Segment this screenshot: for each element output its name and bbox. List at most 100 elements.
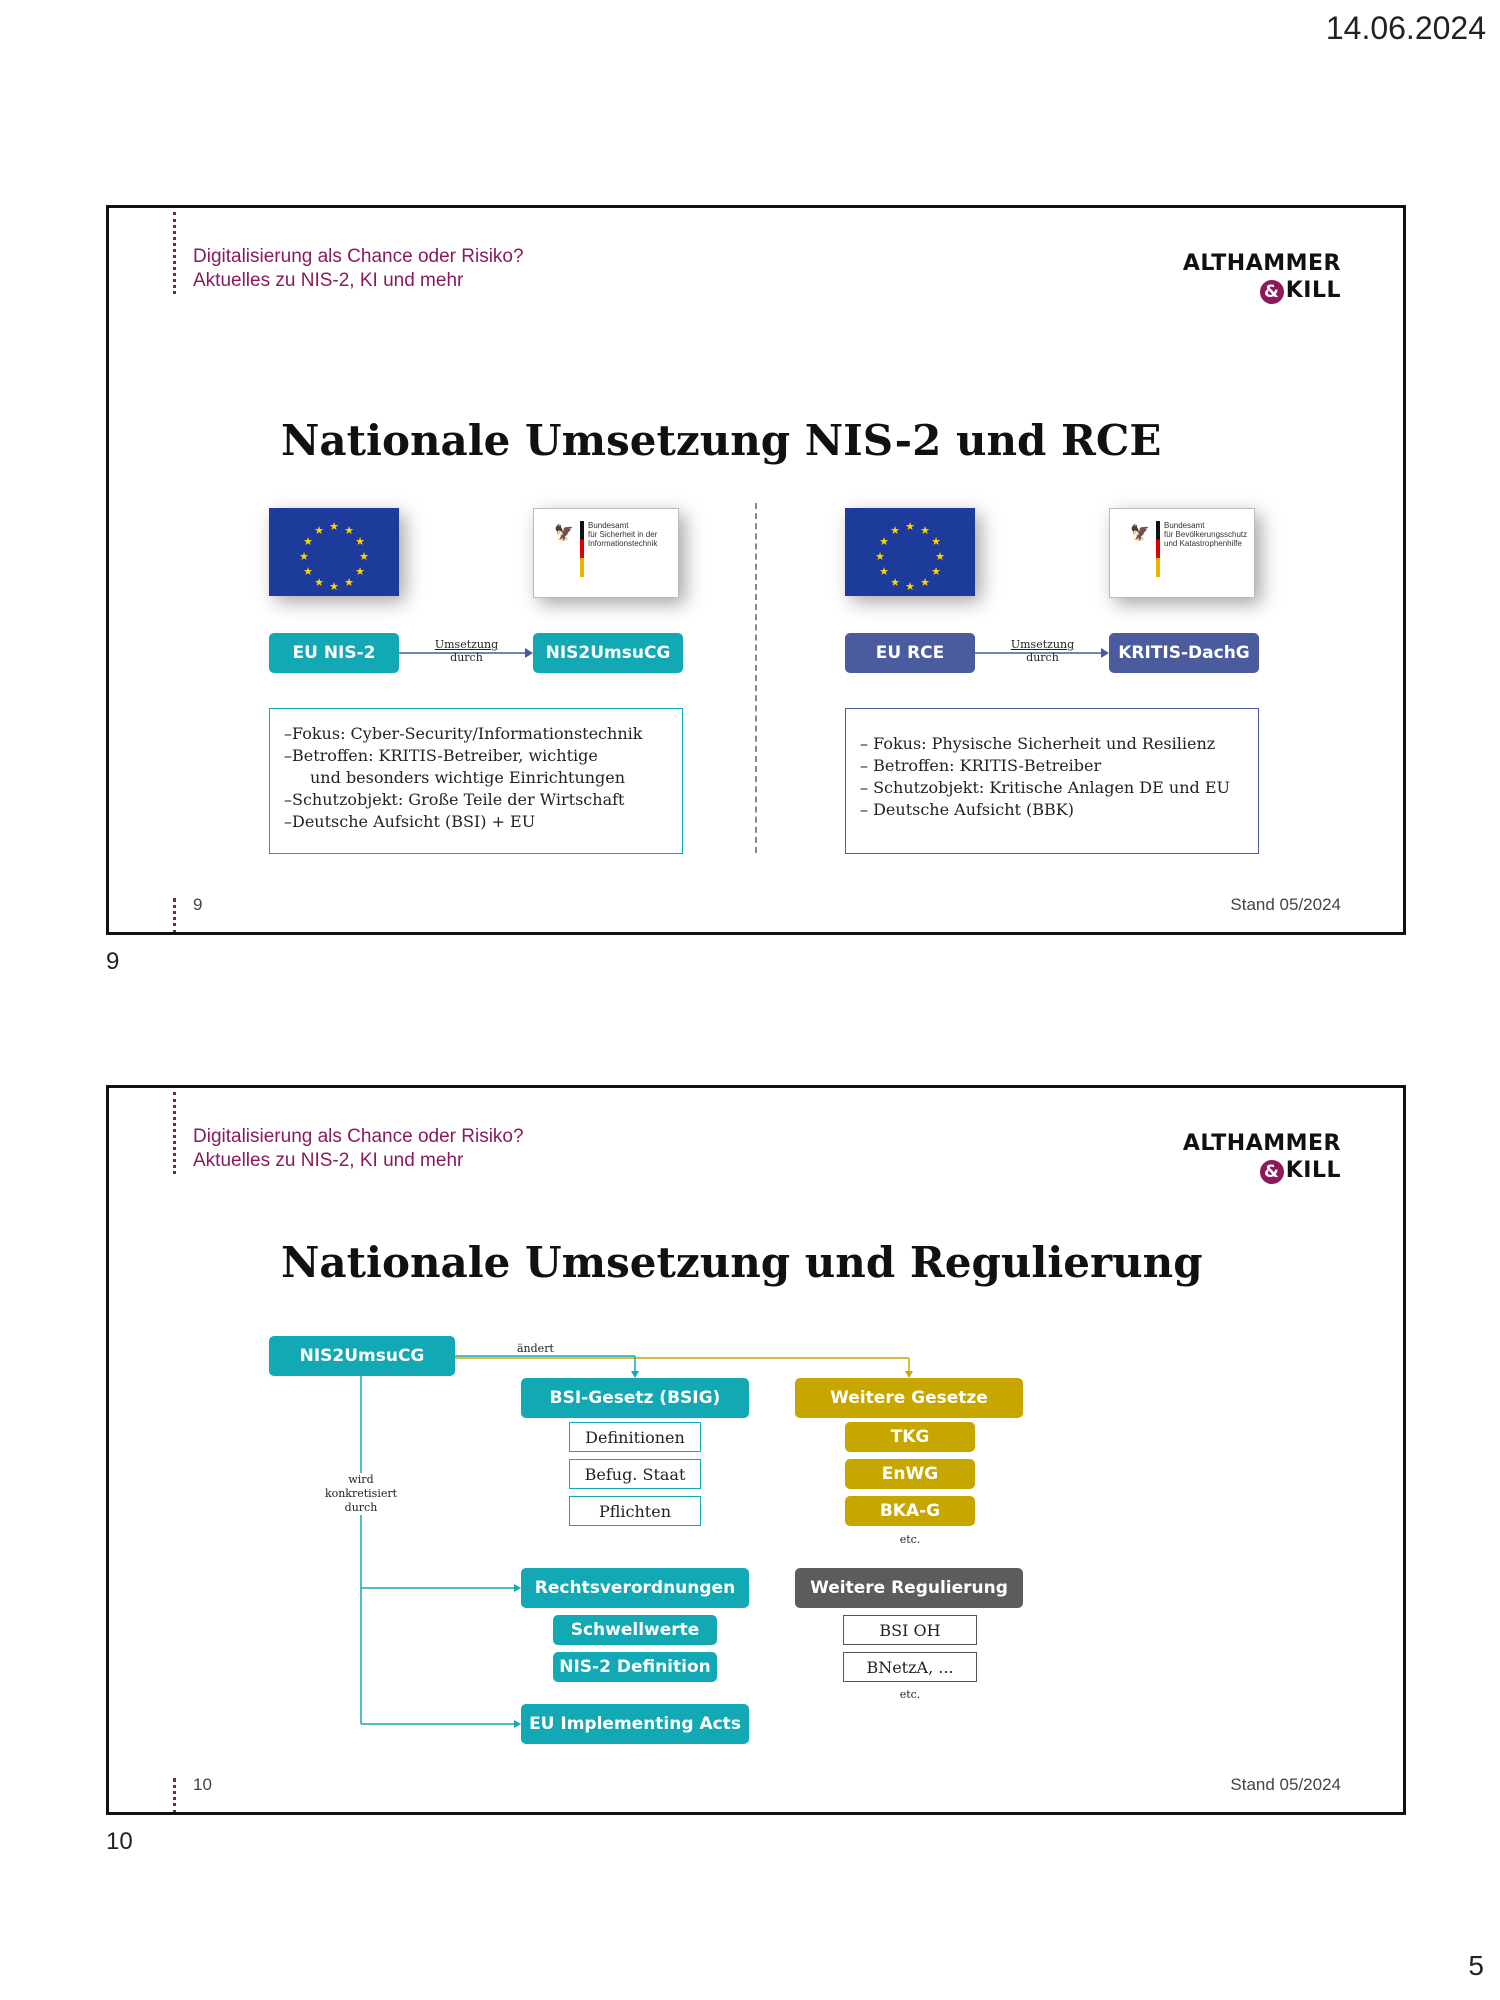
diagram-connectors <box>360 1355 913 1728</box>
eu-implementing-acts-box: EU Implementing Acts <box>521 1704 749 1744</box>
rv-nis2-definition: NIS-2 Definition <box>553 1652 717 1682</box>
svg-text:★: ★ <box>314 524 324 537</box>
german-flag-bar <box>1156 521 1160 577</box>
svg-text:★: ★ <box>931 535 941 548</box>
logo-ampersand: & <box>1259 1160 1284 1184</box>
bbk-logo: 🦅 Bundesamt für Bevölkerungsschutz und K… <box>1109 508 1255 598</box>
eu-flag-icon: ★ ★ ★ ★ ★ ★ ★ ★ ★ ★ ★ ★ <box>845 508 975 596</box>
slide-title: Nationale Umsetzung NIS-2 und RCE <box>281 416 1162 465</box>
etc-gesetze: etc. <box>899 1533 921 1546</box>
svg-text:★: ★ <box>329 520 339 533</box>
weitere-gesetze-box: Weitere Gesetze <box>795 1378 1023 1418</box>
svg-text:★: ★ <box>303 535 313 548</box>
logo-line-2: KILL <box>1285 278 1341 303</box>
bbk-logo-text: Bundesamt für Bevölkerungsschutz und Kat… <box>1164 521 1248 548</box>
svg-text:★: ★ <box>920 524 930 537</box>
arrow-icon <box>399 648 533 658</box>
left-bullet-3: und besonders wichtige Einrichtungen <box>310 768 626 787</box>
subtitle-line-1: Digitalisierung als Chance oder Risiko? <box>193 246 524 267</box>
weitere-regulierung-box: Weitere Regulierung <box>795 1568 1023 1608</box>
bsig-box: BSI-Gesetz (BSIG) <box>521 1378 749 1418</box>
logo: ALTHAMMER & KILL <box>1183 250 1341 304</box>
logo-line-1: ALTHAMMER <box>1182 251 1341 276</box>
eu-flag-icon: ★ ★ ★ ★ ★ ★ ★ ★ ★ ★ ★ ★ <box>269 508 399 596</box>
footer-dots <box>173 1778 176 1812</box>
arrow-label-left: Umsetzung durch <box>434 638 499 664</box>
german-flag-bar <box>580 521 584 577</box>
logo-line-2: KILL <box>1285 1158 1341 1183</box>
svg-text:★: ★ <box>890 524 900 537</box>
nis2umsucg-box: NIS2UmsuCG <box>533 633 683 673</box>
right-bullet-3: – Schutzobjekt: Kritische Anlagen DE und… <box>860 778 1230 797</box>
federal-eagle-icon: 🦅 <box>1130 525 1150 542</box>
bsig-item-befugnisse: Befug. Staat <box>569 1459 701 1489</box>
svg-text:★: ★ <box>935 550 945 563</box>
logo: ALTHAMMER & KILL <box>1183 1130 1341 1184</box>
page-date: 14.06.2024 <box>1325 10 1486 46</box>
svg-text:★: ★ <box>344 524 354 537</box>
bsig-item-pflichten: Pflichten <box>569 1496 701 1526</box>
slide-caption-10: 10 <box>106 1828 133 1855</box>
slide-number: 10 <box>193 1775 212 1794</box>
left-bullet-1: –Fokus: Cyber-Security/Informationstechn… <box>284 724 643 743</box>
svg-text:★: ★ <box>314 576 324 589</box>
eu-flag-stars: ★ ★★★ ★★★★ ★★★★ <box>299 520 369 593</box>
eu-nis2-box: EU NIS-2 <box>269 633 399 673</box>
svg-text:★: ★ <box>879 565 889 578</box>
rv-schwellwerte: Schwellwerte <box>553 1615 717 1645</box>
left-info-box: –Fokus: Cyber-Security/Informationstechn… <box>269 708 683 854</box>
svg-text:★: ★ <box>355 565 365 578</box>
eu-flag-stars: ★ ★★★ ★★★★ ★★★★ <box>875 520 945 593</box>
slide-subtitle: Digitalisierung als Chance oder Risiko? … <box>193 1125 524 1173</box>
logo-ampersand: & <box>1259 280 1284 304</box>
rechtsverordnungen-box: Rechtsverordnungen <box>521 1568 749 1608</box>
bsi-logo-text: Bundesamt für Sicherheit in der Informat… <box>588 521 658 548</box>
svg-text:★: ★ <box>931 565 941 578</box>
right-bullet-1: – Fokus: Physische Sicherheit und Resili… <box>860 734 1216 753</box>
svg-text:★: ★ <box>879 535 889 548</box>
bsi-logo: 🦅 Bundesamt für Sicherheit in der Inform… <box>533 508 679 598</box>
slide-9: Digitalisierung als Chance oder Risiko? … <box>106 205 1406 935</box>
nis2umsucg-root: NIS2UmsuCG <box>269 1336 455 1376</box>
subtitle-line-2: Aktuelles zu NIS-2, KI und mehr <box>193 1150 464 1171</box>
page-number: 5 <box>1468 1950 1484 1981</box>
arrow-label-right: Umsetzung durch <box>1010 638 1075 664</box>
kritis-dachg-box: KRITIS-DachG <box>1109 633 1259 673</box>
logo-line-1: ALTHAMMER <box>1182 1131 1341 1156</box>
gesetz-enwg: EnWG <box>845 1459 975 1489</box>
left-bullet-2: –Betroffen: KRITIS-Betreiber, wichtige <box>284 746 598 765</box>
eu-rce-box: EU RCE <box>845 633 975 673</box>
footer-dots <box>173 898 176 932</box>
left-bullet-5: –Deutsche Aufsicht (BSI) + EU <box>284 812 536 831</box>
subtitle-line-1: Digitalisierung als Chance oder Risiko? <box>193 1126 524 1147</box>
slide-subtitle: Digitalisierung als Chance oder Risiko? … <box>193 245 524 293</box>
svg-text:★: ★ <box>344 576 354 589</box>
slide-caption-9: 9 <box>106 948 120 975</box>
right-bullet-2: – Betroffen: KRITIS-Betreiber <box>860 756 1102 775</box>
svg-text:★: ★ <box>905 580 915 593</box>
slide-title: Nationale Umsetzung und Regulierung <box>281 1238 1203 1287</box>
right-info-box: – Fokus: Physische Sicherheit und Resili… <box>845 708 1259 854</box>
regulierung-bnetza: BNetzA, ... <box>843 1652 977 1682</box>
stand-date: Stand 05/2024 <box>1230 1775 1341 1794</box>
subtitle-line-2: Aktuelles zu NIS-2, KI und mehr <box>193 270 464 291</box>
gesetz-bka-g: BKA-G <box>845 1496 975 1526</box>
stand-date: Stand 05/2024 <box>1230 895 1341 914</box>
svg-text:★: ★ <box>299 550 309 563</box>
slide-number: 9 <box>193 895 203 914</box>
aendert-label: ändert <box>517 1342 554 1355</box>
bsig-item-definitionen: Definitionen <box>569 1422 701 1452</box>
header-dots <box>173 1092 176 1174</box>
svg-text:★: ★ <box>329 580 339 593</box>
regulierung-bsi-oh: BSI OH <box>843 1615 977 1645</box>
svg-text:★: ★ <box>355 535 365 548</box>
slide-10: Digitalisierung als Chance oder Risiko? … <box>106 1085 1406 1815</box>
etc-regulierung: etc. <box>899 1688 921 1701</box>
right-bullet-4: – Deutsche Aufsicht (BBK) <box>860 800 1074 819</box>
svg-text:★: ★ <box>920 576 930 589</box>
center-divider <box>755 503 757 853</box>
left-bullet-4: –Schutzobjekt: Große Teile der Wirtschaf… <box>284 790 625 809</box>
svg-text:★: ★ <box>359 550 369 563</box>
konkretisiert-label: wird konkretisiert durch <box>311 1473 411 1515</box>
svg-text:★: ★ <box>905 520 915 533</box>
